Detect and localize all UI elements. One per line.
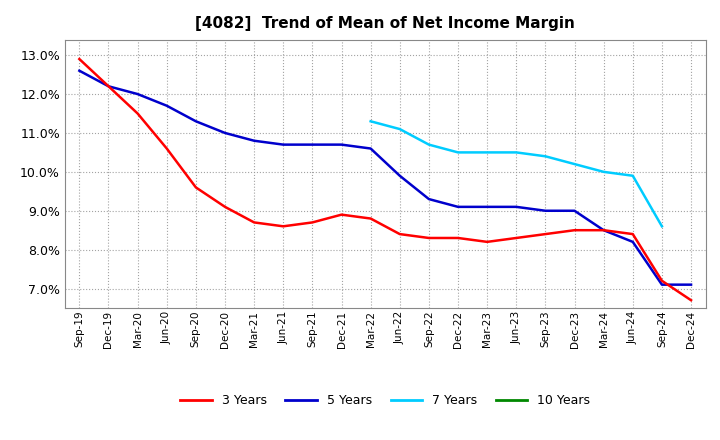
- 7 Years: [657, 224, 666, 229]
- 5 Years: [308, 142, 317, 147]
- 7 Years: [512, 150, 521, 155]
- 5 Years: [541, 208, 550, 213]
- 7 Years: [483, 150, 492, 155]
- 5 Years: [75, 68, 84, 73]
- 3 Years: [220, 204, 229, 209]
- 5 Years: [629, 239, 637, 245]
- 3 Years: [657, 278, 666, 283]
- 5 Years: [687, 282, 696, 287]
- 3 Years: [395, 231, 404, 237]
- 3 Years: [163, 146, 171, 151]
- 3 Years: [250, 220, 258, 225]
- 7 Years: [599, 169, 608, 175]
- 3 Years: [629, 231, 637, 237]
- 3 Years: [687, 297, 696, 303]
- Line: 5 Years: 5 Years: [79, 71, 691, 285]
- 5 Years: [366, 146, 375, 151]
- 3 Years: [366, 216, 375, 221]
- 7 Years: [395, 126, 404, 132]
- 3 Years: [337, 212, 346, 217]
- 3 Years: [133, 111, 142, 116]
- Line: 3 Years: 3 Years: [79, 59, 691, 300]
- 5 Years: [657, 282, 666, 287]
- 7 Years: [454, 150, 462, 155]
- 5 Years: [220, 130, 229, 136]
- 3 Years: [541, 231, 550, 237]
- 3 Years: [483, 239, 492, 245]
- 5 Years: [570, 208, 579, 213]
- 7 Years: [541, 154, 550, 159]
- 7 Years: [425, 142, 433, 147]
- 5 Years: [337, 142, 346, 147]
- 3 Years: [279, 224, 287, 229]
- 3 Years: [425, 235, 433, 241]
- 5 Years: [163, 103, 171, 108]
- 5 Years: [454, 204, 462, 209]
- 3 Years: [308, 220, 317, 225]
- 3 Years: [75, 56, 84, 62]
- 5 Years: [425, 196, 433, 202]
- 5 Years: [279, 142, 287, 147]
- Legend: 3 Years, 5 Years, 7 Years, 10 Years: 3 Years, 5 Years, 7 Years, 10 Years: [176, 389, 595, 412]
- 3 Years: [454, 235, 462, 241]
- 7 Years: [629, 173, 637, 178]
- 7 Years: [366, 119, 375, 124]
- 5 Years: [104, 84, 113, 89]
- 5 Years: [133, 92, 142, 97]
- Line: 7 Years: 7 Years: [371, 121, 662, 226]
- 5 Years: [599, 227, 608, 233]
- 3 Years: [512, 235, 521, 241]
- 7 Years: [570, 161, 579, 167]
- 5 Years: [483, 204, 492, 209]
- 3 Years: [570, 227, 579, 233]
- 3 Years: [192, 185, 200, 190]
- 3 Years: [599, 227, 608, 233]
- 5 Years: [250, 138, 258, 143]
- 3 Years: [104, 84, 113, 89]
- Title: [4082]  Trend of Mean of Net Income Margin: [4082] Trend of Mean of Net Income Margi…: [195, 16, 575, 32]
- 5 Years: [512, 204, 521, 209]
- 5 Years: [192, 119, 200, 124]
- 5 Years: [395, 173, 404, 178]
